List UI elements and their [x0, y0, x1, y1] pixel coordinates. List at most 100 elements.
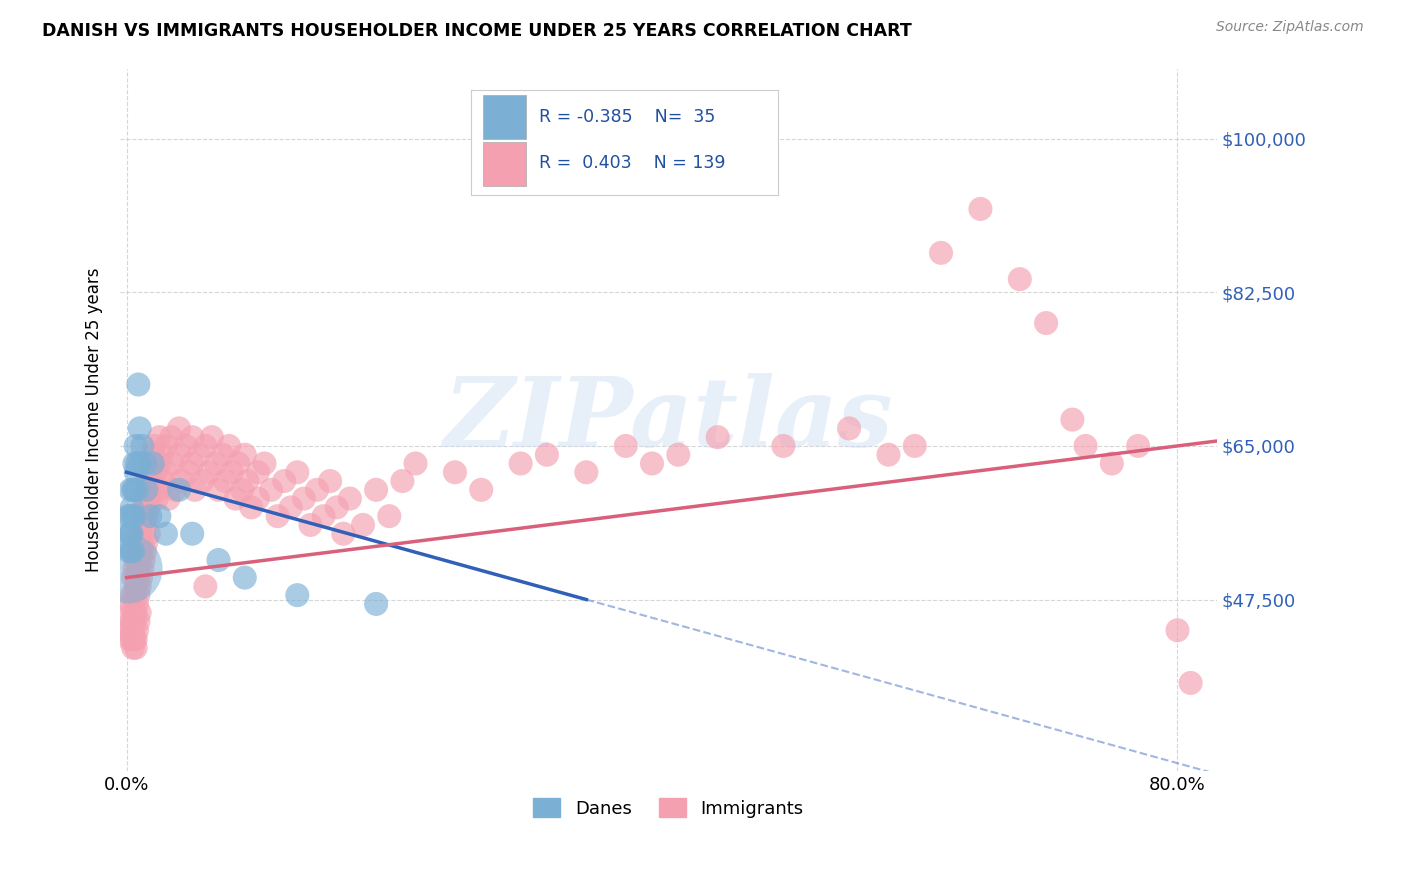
Point — [135, 509, 157, 524]
Point — [122, 606, 145, 620]
Point — [155, 465, 177, 479]
Point — [181, 457, 204, 471]
Point — [134, 457, 156, 471]
Point — [470, 483, 492, 497]
Point — [118, 544, 141, 558]
Point — [128, 606, 150, 620]
Point — [117, 562, 139, 576]
Point — [838, 421, 860, 435]
Point — [143, 439, 166, 453]
Point — [125, 624, 148, 638]
Point — [125, 640, 148, 655]
Point — [170, 474, 193, 488]
Point — [135, 535, 157, 549]
Point — [378, 509, 401, 524]
Point — [132, 526, 155, 541]
Point — [233, 448, 256, 462]
Point — [246, 465, 269, 479]
Point — [135, 483, 157, 497]
Point — [299, 517, 322, 532]
Point — [124, 457, 146, 471]
Point — [129, 517, 152, 532]
Point — [122, 624, 145, 638]
Point — [118, 526, 141, 541]
Point — [292, 491, 315, 506]
Point — [366, 483, 388, 497]
Point — [536, 448, 558, 462]
Point — [162, 457, 184, 471]
Point — [233, 571, 256, 585]
Point — [127, 588, 149, 602]
Point — [131, 562, 153, 576]
Point — [134, 491, 156, 506]
Point — [155, 439, 177, 453]
Point — [157, 491, 180, 506]
Point — [167, 483, 190, 497]
Point — [125, 571, 148, 585]
Point — [285, 465, 308, 479]
Point — [211, 448, 233, 462]
Point — [969, 202, 991, 216]
Point — [121, 615, 143, 629]
Point — [121, 500, 143, 515]
Point — [260, 483, 283, 497]
Point — [273, 474, 295, 488]
Point — [138, 500, 160, 515]
Point — [929, 245, 952, 260]
Point — [122, 571, 145, 585]
Point — [181, 430, 204, 444]
Point — [205, 457, 228, 471]
Point — [122, 640, 145, 655]
Point — [125, 632, 148, 646]
Point — [124, 483, 146, 497]
Point — [139, 465, 162, 479]
Point — [201, 430, 224, 444]
Point — [165, 483, 187, 497]
Point — [231, 483, 253, 497]
Legend: Danes, Immigrants: Danes, Immigrants — [526, 791, 811, 825]
Point — [877, 448, 900, 462]
Point — [141, 457, 163, 471]
Point — [121, 544, 143, 558]
Point — [117, 624, 139, 638]
Point — [253, 457, 276, 471]
Point — [131, 509, 153, 524]
Point — [194, 439, 217, 453]
Point — [118, 606, 141, 620]
Point — [121, 526, 143, 541]
Point — [125, 465, 148, 479]
Point — [305, 483, 328, 497]
Point — [125, 553, 148, 567]
Point — [339, 491, 361, 506]
Point — [198, 465, 221, 479]
Text: Source: ZipAtlas.com: Source: ZipAtlas.com — [1216, 20, 1364, 34]
Point — [319, 474, 342, 488]
Point — [118, 632, 141, 646]
Point — [1126, 439, 1149, 453]
Point — [187, 448, 209, 462]
Point — [124, 562, 146, 576]
Point — [127, 615, 149, 629]
Point — [1101, 457, 1123, 471]
Point — [124, 632, 146, 646]
Point — [285, 588, 308, 602]
Point — [132, 500, 155, 515]
Point — [160, 430, 183, 444]
Point — [405, 457, 427, 471]
Point — [122, 509, 145, 524]
Point — [325, 500, 347, 515]
Point — [125, 457, 148, 471]
Point — [194, 579, 217, 593]
Point — [128, 579, 150, 593]
Point — [236, 474, 259, 488]
Point — [136, 474, 159, 488]
Point — [1008, 272, 1031, 286]
Point — [120, 509, 142, 524]
Point — [240, 500, 263, 515]
Point — [132, 553, 155, 567]
Point — [148, 430, 170, 444]
Point — [509, 457, 531, 471]
Point — [138, 526, 160, 541]
Point — [131, 535, 153, 549]
Point — [127, 377, 149, 392]
